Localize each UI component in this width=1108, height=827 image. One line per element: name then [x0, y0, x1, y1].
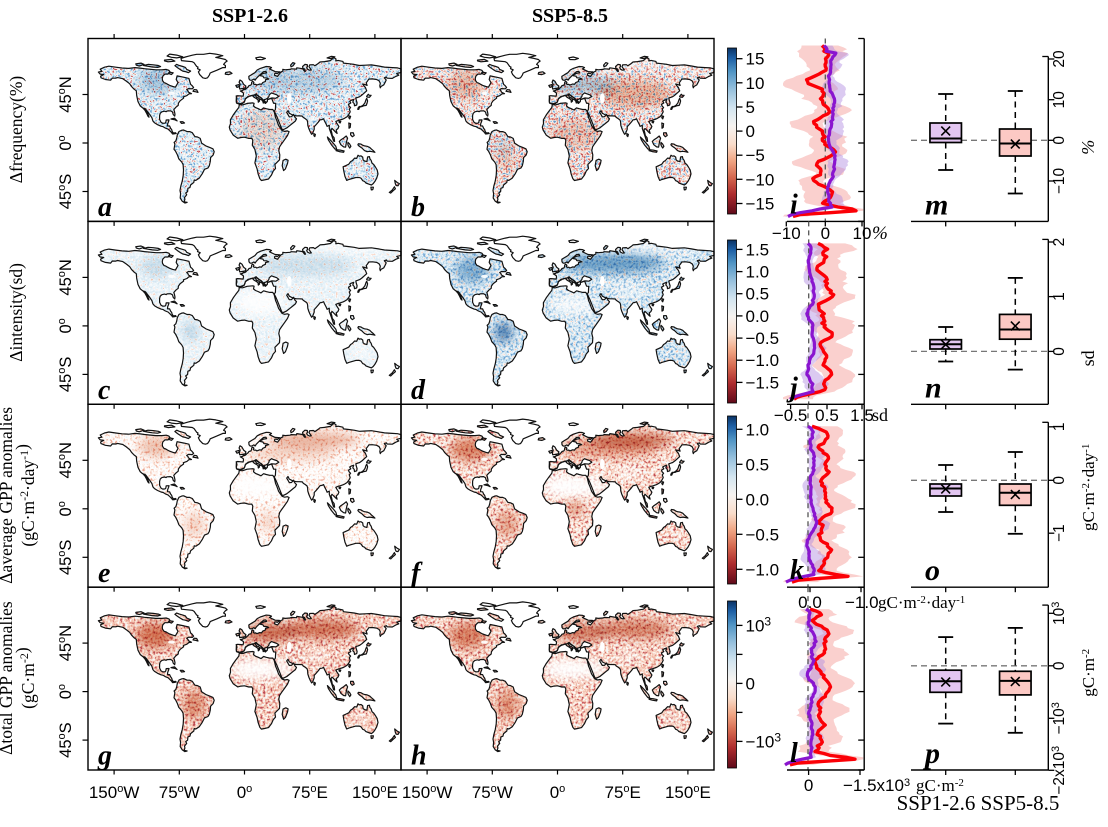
svg-text:1.0: 1.0	[746, 420, 770, 439]
svg-text:Δtotal GPP anomalies: Δtotal GPP anomalies	[0, 601, 16, 755]
svg-text:1.5: 1.5	[850, 406, 874, 425]
svg-text:−2x103: −2x103	[1050, 746, 1068, 795]
svg-text:−0.5: −0.5	[746, 525, 780, 544]
svg-text:−103: −103	[746, 730, 782, 751]
svg-text:−5: −5	[746, 146, 765, 165]
svg-text:k: k	[790, 555, 804, 586]
svg-text:−15: −15	[746, 195, 775, 214]
svg-text:−1.0: −1.0	[746, 560, 780, 579]
svg-text:0: 0	[1051, 661, 1068, 670]
svg-text:f: f	[411, 558, 423, 589]
svg-text:gC·m-2·day-1: gC·m-2·day-1	[878, 593, 965, 612]
svg-text:2: 2	[1051, 238, 1068, 247]
svg-text:150oE: 150oE	[352, 783, 398, 802]
svg-text:1.5: 1.5	[746, 240, 770, 259]
svg-text:%: %	[872, 223, 888, 244]
svg-text:gC·m-2: gC·m-2	[1079, 649, 1098, 697]
svg-text:0: 0	[804, 776, 813, 795]
svg-text:45oS: 45oS	[56, 540, 75, 576]
svg-text:0: 0	[821, 224, 830, 243]
svg-text:0: 0	[746, 674, 755, 693]
svg-text:0: 0	[1051, 347, 1068, 356]
svg-text:75oW: 75oW	[159, 783, 200, 802]
svg-text:0.0: 0.0	[746, 490, 770, 509]
svg-text:75oE: 75oE	[292, 783, 328, 802]
svg-text:0: 0	[1051, 476, 1068, 485]
svg-text:45oN: 45oN	[56, 625, 75, 661]
svg-text:150oW: 150oW	[89, 783, 140, 802]
svg-text:SSP5-8.5: SSP5-8.5	[981, 791, 1060, 815]
svg-text:g: g	[97, 741, 112, 772]
svg-text:45oS: 45oS	[56, 722, 75, 758]
svg-text:10: 10	[853, 224, 872, 243]
svg-text:l: l	[790, 738, 798, 769]
svg-text:p: p	[922, 737, 940, 770]
svg-text:45oN: 45oN	[56, 259, 75, 295]
svg-text:0: 0	[746, 122, 755, 141]
svg-text:e: e	[98, 558, 110, 589]
svg-text:−1.5: −1.5	[746, 373, 780, 392]
svg-text:45oS: 45oS	[56, 174, 75, 210]
svg-text:0.0: 0.0	[798, 593, 822, 612]
svg-text:0.5: 0.5	[815, 406, 839, 425]
svg-text:m: m	[925, 188, 948, 221]
svg-text:−1.0: −1.0	[746, 351, 780, 370]
svg-text:SSP1-2.6: SSP1-2.6	[897, 791, 976, 815]
svg-text:h: h	[411, 741, 427, 772]
svg-text:i: i	[790, 189, 798, 220]
svg-text:sd: sd	[872, 405, 888, 425]
svg-text:45oN: 45oN	[56, 76, 75, 112]
svg-text:c: c	[98, 375, 111, 406]
svg-text:−103: −103	[1050, 702, 1068, 734]
svg-text:−1: −1	[1051, 524, 1068, 542]
svg-text:5: 5	[746, 98, 755, 117]
svg-text:−1.0: −1.0	[845, 593, 879, 612]
svg-text:gC·m-2·day-1: gC·m-2·day-1	[1079, 444, 1098, 531]
svg-text:1.0: 1.0	[746, 263, 770, 282]
svg-text:1: 1	[1051, 292, 1068, 301]
svg-text:−1.5x103: −1.5x103	[843, 776, 910, 795]
svg-text:Δfrequency(%): Δfrequency(%)	[6, 76, 26, 184]
svg-text:sd: sd	[1078, 350, 1098, 366]
svg-text:45oN: 45oN	[56, 442, 75, 478]
svg-text:20: 20	[1051, 50, 1068, 68]
svg-text:−10: −10	[746, 170, 775, 189]
svg-text:150oW: 150oW	[402, 783, 453, 802]
svg-text:o: o	[925, 554, 940, 587]
svg-text:n: n	[925, 371, 942, 404]
svg-text:SSP5-8.5: SSP5-8.5	[532, 5, 608, 27]
svg-text:0.5: 0.5	[746, 455, 770, 474]
svg-text:SSP1-2.6: SSP1-2.6	[212, 5, 288, 27]
svg-text:150oE: 150oE	[665, 783, 711, 802]
svg-text:10: 10	[1051, 91, 1068, 109]
svg-text:Δaverage GPP anomalies: Δaverage GPP anomalies	[0, 407, 16, 584]
svg-text:b: b	[411, 192, 425, 223]
svg-text:a: a	[98, 192, 112, 223]
svg-text:−10: −10	[772, 224, 801, 243]
svg-text:10: 10	[746, 74, 765, 93]
svg-text:d: d	[411, 375, 426, 406]
svg-text:0.5: 0.5	[746, 285, 770, 304]
svg-text:−0.5: −0.5	[774, 406, 808, 425]
svg-text:75oW: 75oW	[472, 783, 513, 802]
svg-text:−0.5: −0.5	[746, 329, 780, 348]
svg-text:(gC·m-2·day-1): (gC·m-2·day-1)	[12, 444, 38, 547]
svg-text:15: 15	[746, 50, 765, 69]
svg-text:45oS: 45oS	[56, 357, 75, 393]
svg-text:gC·m-2: gC·m-2	[916, 776, 964, 795]
svg-text:1: 1	[1051, 422, 1068, 431]
svg-text:%: %	[1078, 140, 1098, 155]
svg-text:−10: −10	[1051, 167, 1068, 194]
svg-text:0: 0	[1051, 136, 1068, 145]
svg-text:75oE: 75oE	[605, 783, 641, 802]
svg-text:0.0: 0.0	[746, 307, 770, 326]
svg-text:Δintensity(sd): Δintensity(sd)	[6, 263, 26, 362]
